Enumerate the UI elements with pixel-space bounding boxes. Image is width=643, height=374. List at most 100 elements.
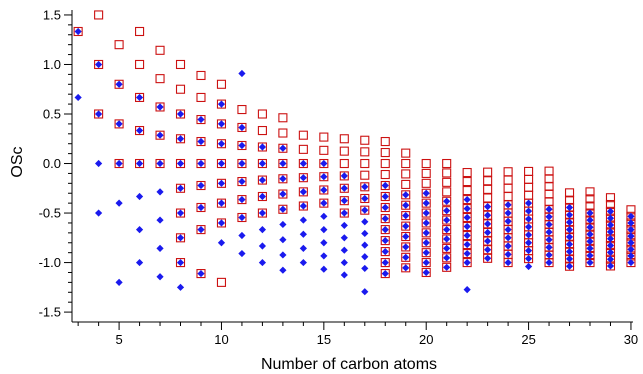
- x-tick-label: 25: [521, 332, 535, 347]
- data-point-square: [462, 186, 472, 196]
- data-point-diamond: [381, 203, 389, 212]
- data-point-square: [442, 187, 452, 197]
- data-point-square: [237, 177, 247, 187]
- data-point-diamond: [361, 183, 369, 191]
- data-point-diamond: [135, 126, 144, 135]
- data-point-square: [135, 59, 145, 70]
- data-point-square: [442, 253, 452, 263]
- data-point-diamond: [156, 216, 164, 224]
- data-point-diamond: [95, 60, 103, 69]
- data-point-diamond: [443, 235, 451, 243]
- data-point-square: [503, 175, 513, 185]
- data-point-diamond: [176, 135, 185, 143]
- data-point-diamond: [340, 258, 348, 267]
- data-point-diamond: [258, 159, 267, 168]
- data-point-square: [462, 239, 472, 250]
- data-point-square: [524, 174, 534, 184]
- data-point-square: [442, 177, 452, 187]
- data-point-diamond: [381, 258, 389, 267]
- data-point-square: [155, 45, 165, 55]
- data-point-square: [360, 158, 370, 169]
- data-point-diamond: [463, 286, 471, 294]
- data-point-diamond: [340, 234, 348, 242]
- data-point-diamond: [135, 159, 144, 168]
- data-point-square: [380, 136, 390, 147]
- data-point-diamond: [115, 80, 123, 88]
- data-point-square: [216, 119, 227, 129]
- data-point-diamond: [217, 140, 226, 148]
- data-point-diamond: [381, 181, 389, 190]
- data-point-diamond: [279, 266, 287, 274]
- data-point-diamond: [176, 184, 185, 192]
- data-point-diamond: [197, 181, 205, 190]
- data-point-diamond: [627, 252, 635, 260]
- data-point-square: [380, 169, 390, 180]
- data-point-diamond: [299, 230, 307, 238]
- data-point-diamond: [238, 123, 246, 132]
- data-point-square: [278, 128, 288, 138]
- data-point-square: [442, 262, 452, 272]
- data-point-square: [257, 142, 267, 152]
- data-point-diamond: [238, 141, 246, 150]
- data-point-square: [257, 175, 267, 185]
- data-point-diamond: [320, 265, 328, 273]
- data-point-square: [503, 183, 513, 193]
- data-point-square: [462, 258, 472, 268]
- data-point-diamond: [279, 205, 287, 213]
- data-point-diamond: [422, 199, 430, 207]
- data-point-square: [339, 146, 349, 156]
- data-point-diamond: [422, 219, 430, 227]
- data-point-square: [114, 158, 124, 169]
- data-point-square: [421, 188, 431, 198]
- data-point-square: [380, 191, 390, 202]
- data-point-square: [94, 10, 104, 20]
- data-point-square: [319, 185, 329, 195]
- data-point-square: [380, 247, 390, 257]
- data-point-diamond: [156, 131, 164, 139]
- data-point-diamond: [299, 174, 307, 182]
- data-point-diamond: [524, 215, 533, 223]
- data-point-diamond: [299, 202, 307, 210]
- data-point-diamond: [565, 255, 574, 263]
- data-point-diamond: [299, 258, 307, 267]
- series-layer: [73, 10, 636, 296]
- data-point-diamond: [115, 199, 123, 207]
- data-point-diamond: [565, 240, 574, 248]
- data-point-diamond: [422, 229, 430, 237]
- data-point-diamond: [238, 213, 246, 222]
- data-point-square: [442, 225, 452, 235]
- data-point-diamond: [524, 255, 533, 263]
- data-point-square: [421, 228, 431, 238]
- data-point-square: [73, 26, 83, 37]
- data-point-square: [462, 167, 472, 178]
- data-point-square: [196, 92, 206, 103]
- data-point-diamond: [299, 244, 307, 253]
- data-point-square: [421, 198, 431, 208]
- data-point-diamond: [95, 110, 103, 118]
- data-point-square: [483, 184, 493, 194]
- data-point-diamond: [115, 278, 123, 286]
- data-point-diamond: [156, 244, 164, 253]
- data-point-square: [135, 125, 145, 136]
- data-point-diamond: [238, 231, 246, 240]
- data-point-square: [380, 225, 390, 235]
- data-point-square: [462, 195, 472, 205]
- data-point-diamond: [95, 209, 103, 217]
- data-point-diamond: [299, 159, 307, 168]
- data-point-diamond: [545, 205, 553, 213]
- data-point-square: [462, 249, 472, 259]
- data-point-square: [462, 177, 472, 187]
- data-point-diamond: [217, 100, 226, 108]
- data-point-square: [483, 210, 493, 220]
- data-point-diamond: [627, 232, 635, 240]
- data-point-square: [360, 205, 370, 215]
- data-point-square: [278, 113, 288, 123]
- data-point-square: [401, 179, 411, 189]
- data-point-diamond: [279, 144, 287, 152]
- data-point-diamond: [504, 209, 512, 217]
- data-point-square: [442, 168, 452, 178]
- data-point-square: [135, 158, 145, 169]
- data-point-square: [339, 183, 349, 193]
- data-point-square: [155, 102, 165, 112]
- data-point-diamond: [463, 195, 471, 204]
